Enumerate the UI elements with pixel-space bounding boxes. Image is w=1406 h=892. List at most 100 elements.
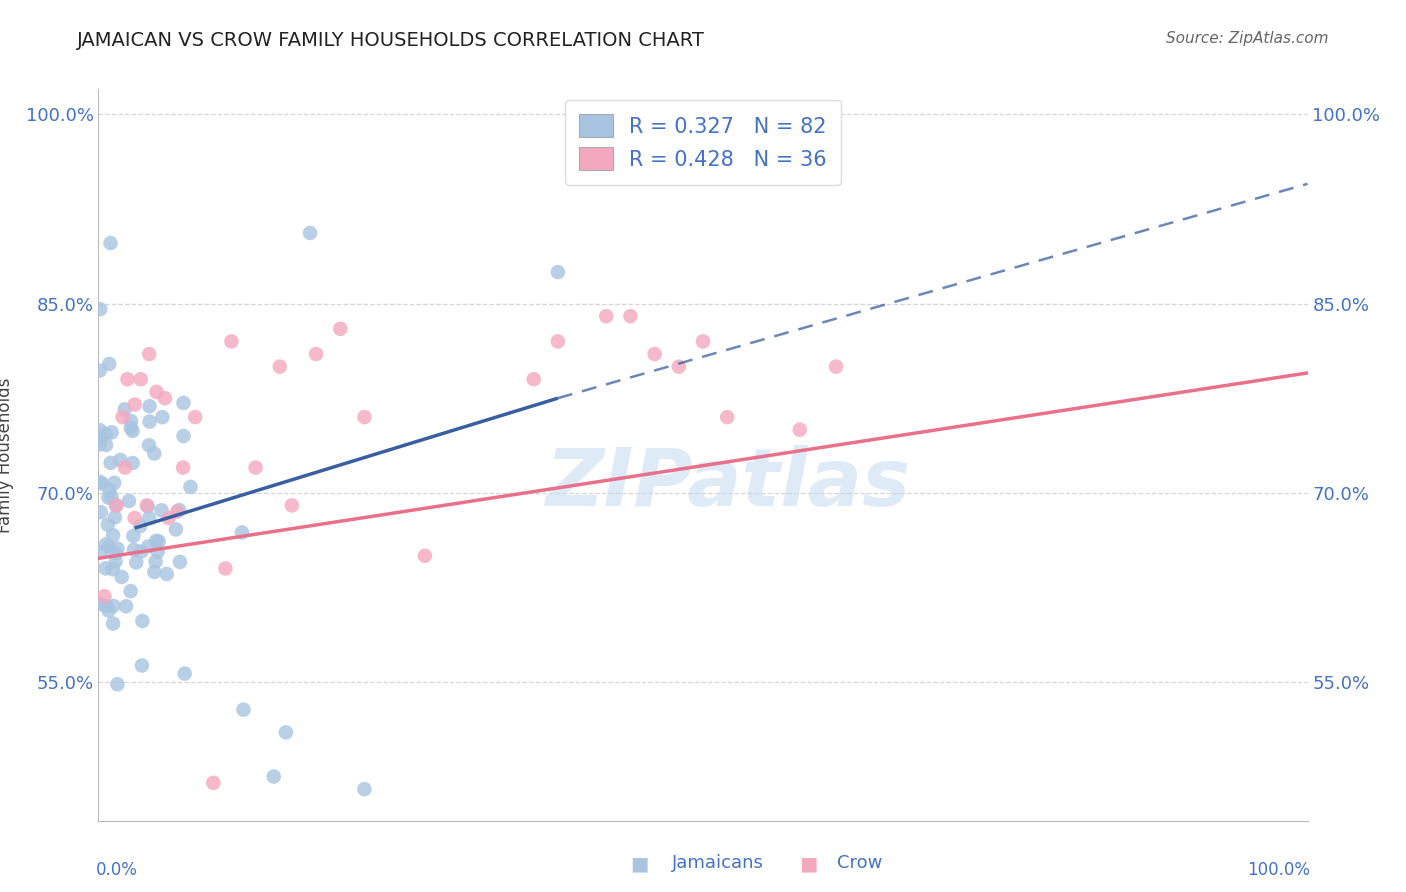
Point — [299, 226, 322, 240]
Point — [138, 399, 160, 413]
Point — [104, 510, 127, 524]
Point — [120, 414, 142, 428]
Point — [97, 603, 120, 617]
Point — [122, 529, 145, 543]
Point — [825, 359, 848, 374]
Point — [89, 302, 111, 317]
Point — [619, 309, 641, 323]
Point — [716, 410, 738, 425]
Point — [120, 421, 142, 435]
Point — [114, 402, 136, 417]
Point — [523, 372, 546, 386]
Point — [138, 415, 160, 429]
Point — [166, 505, 188, 519]
Point — [145, 554, 167, 568]
Point — [104, 546, 127, 560]
Point — [111, 410, 134, 425]
Point — [263, 770, 285, 784]
Text: ■: ■ — [799, 854, 818, 873]
Point — [103, 599, 125, 613]
Text: ■: ■ — [630, 854, 650, 873]
Point — [97, 517, 120, 532]
Point — [124, 397, 146, 411]
Text: ZIPatlas: ZIPatlas — [544, 445, 910, 524]
Point — [156, 566, 179, 581]
Point — [145, 533, 167, 548]
Point — [214, 561, 236, 575]
Point — [118, 494, 141, 508]
Point — [221, 334, 243, 349]
Point — [131, 614, 153, 628]
Point — [179, 480, 201, 494]
Point — [101, 528, 124, 542]
Point — [129, 544, 152, 558]
Point — [129, 372, 152, 386]
Point — [114, 460, 136, 475]
Point — [120, 584, 142, 599]
Point — [105, 499, 128, 513]
Point — [97, 491, 120, 505]
Point — [121, 456, 143, 470]
Point — [90, 545, 112, 559]
Point — [146, 544, 169, 558]
Point — [125, 556, 148, 570]
Point — [138, 540, 160, 554]
Point — [100, 456, 122, 470]
Point — [138, 347, 160, 361]
Point — [157, 511, 180, 525]
Point — [231, 525, 253, 540]
Point — [89, 597, 111, 611]
Point — [145, 384, 167, 399]
Point — [104, 554, 127, 568]
Point — [98, 357, 121, 371]
Point — [131, 658, 153, 673]
Legend: R = 0.327   N = 82, R = 0.428   N = 36: R = 0.327 N = 82, R = 0.428 N = 36 — [565, 100, 841, 185]
Text: JAMAICAN VS CROW FAMILY HOUSEHOLDS CORRELATION CHART: JAMAICAN VS CROW FAMILY HOUSEHOLDS CORRE… — [77, 31, 706, 50]
Point — [167, 503, 190, 517]
Text: Source: ZipAtlas.com: Source: ZipAtlas.com — [1166, 31, 1329, 46]
Point — [100, 490, 122, 504]
Point — [353, 410, 375, 425]
Point — [94, 427, 117, 442]
Point — [202, 776, 225, 790]
Point — [111, 570, 134, 584]
Point — [103, 475, 125, 490]
Text: Jamaicans: Jamaicans — [672, 855, 763, 872]
Point — [117, 372, 139, 386]
Point — [122, 542, 145, 557]
Point — [150, 410, 173, 425]
Point — [100, 425, 122, 440]
Point — [100, 235, 122, 250]
Point — [107, 677, 129, 691]
Point — [90, 505, 112, 519]
Text: Crow: Crow — [837, 855, 882, 872]
Point — [668, 359, 690, 374]
Point — [97, 540, 120, 554]
Point — [153, 391, 176, 405]
Point — [94, 599, 117, 613]
Point — [329, 322, 352, 336]
Point — [269, 359, 291, 374]
Point — [172, 460, 194, 475]
Text: 0.0%: 0.0% — [96, 861, 138, 879]
Point — [547, 334, 569, 349]
Point — [89, 423, 111, 437]
Point — [89, 432, 111, 446]
Point — [173, 429, 195, 443]
Point — [129, 519, 152, 533]
Point — [98, 483, 121, 497]
Point — [692, 334, 714, 349]
Point — [547, 265, 569, 279]
Point — [136, 500, 159, 514]
Point — [89, 363, 111, 377]
Point — [104, 498, 127, 512]
Point — [165, 523, 187, 537]
Point — [305, 347, 328, 361]
Point — [595, 309, 617, 323]
Point — [353, 782, 375, 797]
Point — [121, 424, 143, 438]
Point — [274, 725, 297, 739]
Point — [101, 616, 124, 631]
Point — [245, 460, 267, 475]
Point — [138, 438, 160, 452]
